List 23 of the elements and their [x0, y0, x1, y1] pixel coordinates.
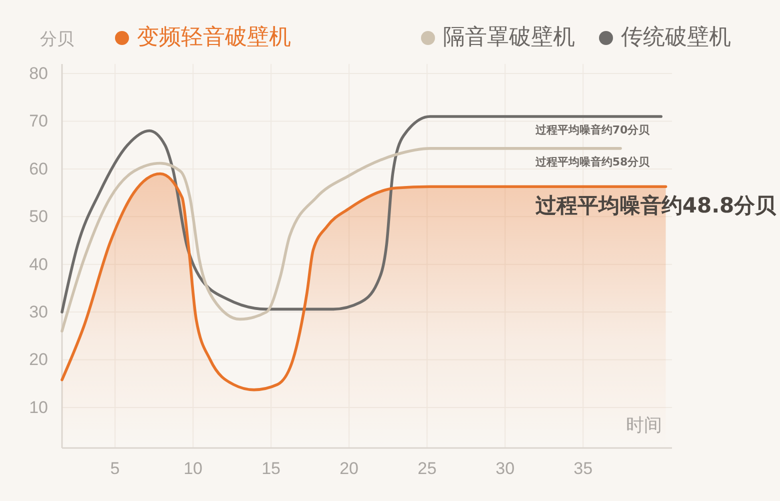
x-tick-label: 25	[418, 459, 437, 478]
y-tick-label: 40	[29, 254, 48, 274]
legend-label: 传统破壁机	[621, 25, 731, 50]
legend-label: 变频轻音破壁机	[137, 25, 291, 50]
x-tick-label: 5	[110, 459, 120, 478]
y-tick-label: 60	[29, 159, 48, 178]
annotation: 过程平均噪音约58分贝	[534, 155, 651, 168]
x-axis-title: 时间	[626, 414, 662, 436]
legend-label: 隔音罩破壁机	[443, 25, 575, 50]
annotation: 过程平均噪音约48.8分贝	[534, 193, 778, 218]
y-tick-label: 50	[29, 207, 48, 226]
y-tick-label: 30	[29, 302, 48, 322]
x-tick-label: 10	[184, 459, 203, 478]
y-axis-title: 分贝	[40, 30, 74, 50]
x-tick-label: 30	[496, 459, 515, 478]
y-tick-label: 20	[29, 350, 48, 370]
y-tick-label: 10	[29, 398, 48, 417]
x-tick-label: 20	[340, 459, 359, 478]
x-tick-label: 35	[574, 459, 593, 478]
y-tick-label: 70	[29, 112, 48, 131]
y-tick-label: 80	[29, 64, 48, 83]
x-tick-label: 15	[262, 459, 281, 478]
annotation: 过程平均噪音约70分贝	[534, 123, 651, 136]
